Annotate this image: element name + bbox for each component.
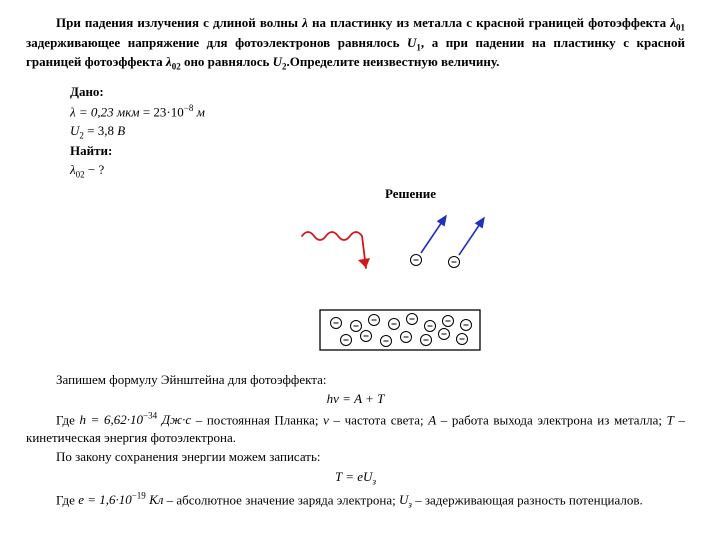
text: на пластинку из металла с красной границ… <box>308 15 670 30</box>
given-eq1: λ = 0,23 мкм = 23·10−8 м <box>70 102 685 121</box>
solution-title: Решение <box>26 185 685 203</box>
sym-A: A <box>428 412 436 427</box>
unit: Кл <box>146 492 164 507</box>
eq: hν = A + T <box>327 391 385 406</box>
text: = 3,8 <box>84 123 117 138</box>
given-eq2: U2 = 3,8 В <box>70 122 685 142</box>
text: – задерживающая разность потенциалов. <box>412 492 643 507</box>
energy-equation: T = eUз <box>26 468 685 488</box>
photoeffect-diagram <box>266 206 526 356</box>
find-label: Найти: <box>70 142 685 160</box>
find-eq: λ02 − ? <box>70 161 685 181</box>
text: задерживающее напряжение для фотоэлектро… <box>26 35 407 50</box>
sym-Uz: U <box>399 492 408 507</box>
given-label: Дано: <box>70 83 685 101</box>
unit: В <box>117 123 125 138</box>
exp: −8 <box>184 103 194 113</box>
text: – абсолютное значение заряда электрона; <box>163 492 399 507</box>
val-e: e = 1,6·10 <box>78 492 132 507</box>
unit: Дж·с <box>157 412 191 427</box>
given-block: Дано: λ = 0,23 мкм = 23·10−8 м U2 = 3,8 … <box>26 83 685 180</box>
exp: −34 <box>143 411 157 421</box>
sym-U1: U <box>407 35 416 50</box>
text: При падения излучения с длиной волны <box>56 15 302 30</box>
sym-U: U <box>70 123 79 138</box>
text: Запишем формулу Эйнштейна для фотоэффект… <box>56 372 326 387</box>
sub: з <box>372 476 376 486</box>
sym-T: T <box>667 412 674 427</box>
text: – частота света; <box>329 412 428 427</box>
text: .Определите неизвестную величину. <box>287 54 500 69</box>
text: – работа выхода электрона из металла; <box>436 412 666 427</box>
sub: 02 <box>172 62 181 72</box>
text: оно равнялось <box>181 54 273 69</box>
unit: м <box>197 104 205 119</box>
text: Где <box>56 492 78 507</box>
text: − ? <box>85 162 105 177</box>
text: λ = 0,23 <box>70 104 117 119</box>
diagram <box>26 206 685 361</box>
problem-statement: При падения излучения с длиной волны λ н… <box>26 14 685 73</box>
sub: 02 <box>76 170 85 180</box>
text: Где <box>56 412 80 427</box>
sub: 01 <box>676 23 685 33</box>
text: – постоянная Планка; <box>191 412 323 427</box>
text: = 23·10 <box>140 104 184 119</box>
text: По закону сохранения энергии можем запис… <box>56 449 321 464</box>
exp: −19 <box>132 491 146 501</box>
einstein-equation: hν = A + T <box>26 390 685 408</box>
unit: мкм <box>117 104 140 119</box>
val-h: h = 6,62·10 <box>80 412 144 427</box>
eq: T = eU <box>335 469 372 484</box>
solution-body: Запишем формулу Эйнштейна для фотоэффект… <box>26 371 685 511</box>
sym-U2: U <box>273 54 282 69</box>
